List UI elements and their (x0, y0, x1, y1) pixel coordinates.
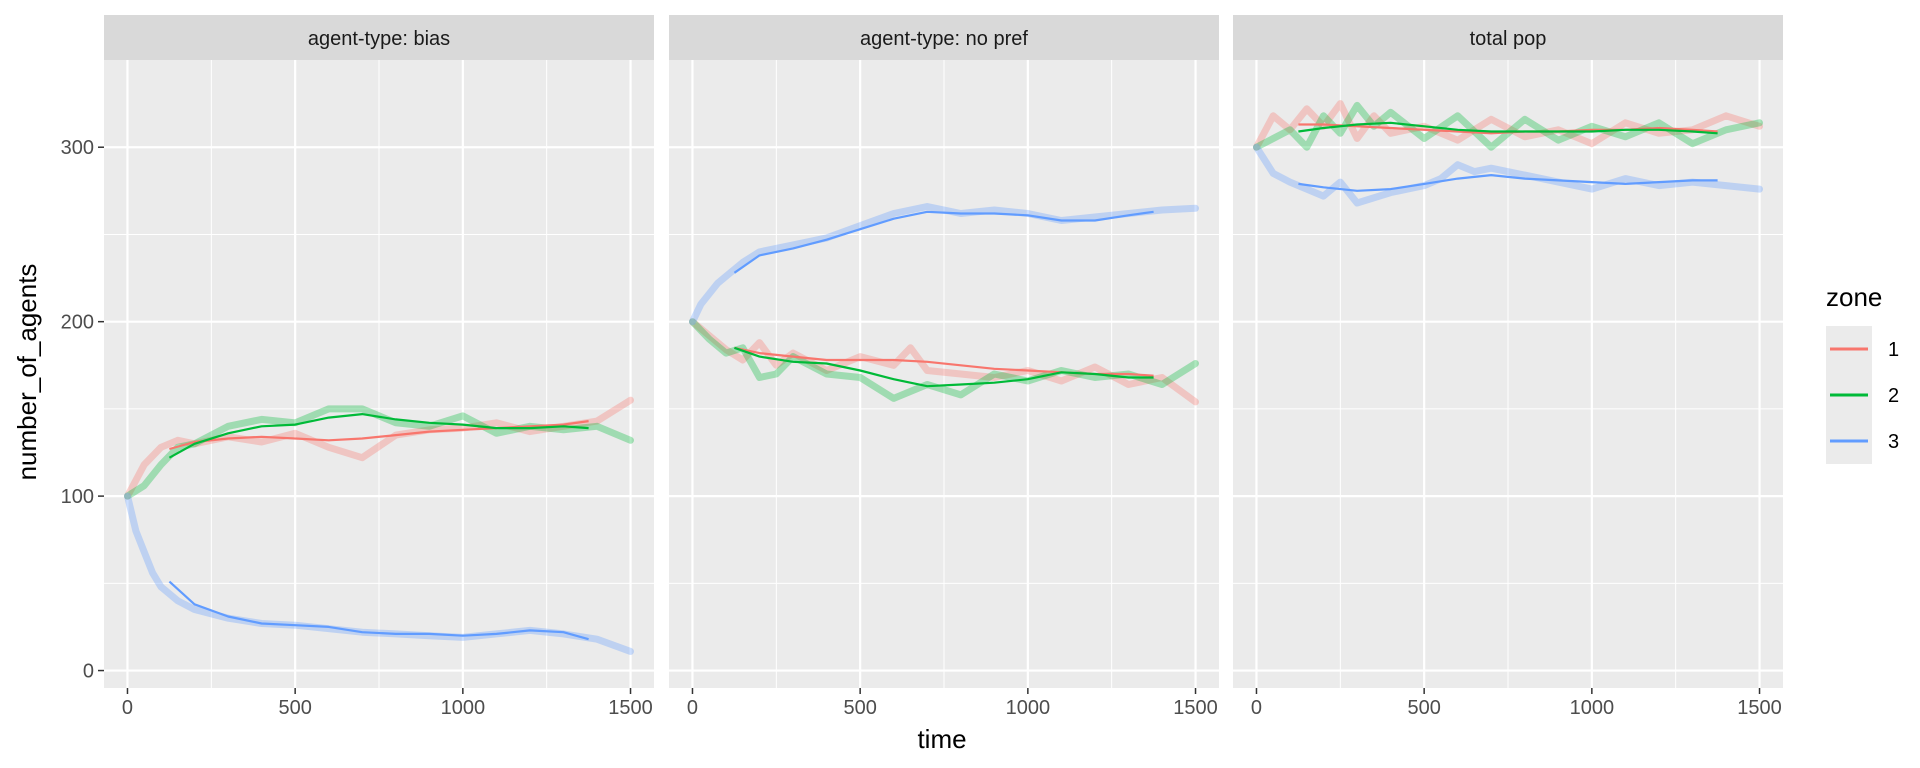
panel-3: total pop 0 500 1000 1500 (1233, 15, 1783, 719)
legend-entries: 1 2 3 (1830, 339, 1899, 453)
smooth-line-zone-2 (734, 346, 1154, 388)
x-axis-title: time (917, 724, 966, 754)
x-tick-label: 0 (1251, 697, 1262, 719)
x-tick-label: 500 (843, 697, 876, 719)
strip-background (104, 15, 654, 60)
smooth-line-zone-3 (168, 580, 589, 641)
smooth-line-zone-2 (1298, 121, 1718, 135)
smooth-line-zone-3 (1298, 174, 1718, 192)
smooth-line-zone-2 (168, 413, 589, 459)
x-tick-label: 1500 (1173, 697, 1218, 719)
x-tick-label: 1000 (1006, 697, 1051, 719)
x-tick-label: 1500 (1737, 697, 1782, 719)
y-tick-label: 0 (83, 661, 94, 683)
strip-label: total pop (1470, 28, 1547, 50)
raw-line-zone-2 (689, 318, 1199, 402)
x-tick-label: 500 (278, 697, 311, 719)
y-tick-label: 300 (61, 137, 94, 159)
smooth-line-zone-1 (169, 420, 589, 451)
raw-line-zone-3 (689, 203, 1199, 326)
x-tick-label: 1500 (608, 697, 653, 719)
x-tick-label: 1000 (441, 697, 486, 719)
strip-background (1233, 15, 1783, 60)
x-tick-label: 0 (687, 697, 698, 719)
legend-title: zone (1826, 282, 1882, 312)
y-tick-label: 100 (61, 486, 94, 508)
strip-background (669, 15, 1219, 60)
raw-line-zone-1 (124, 396, 634, 500)
y-axis-title-group: number_of_agents (12, 264, 42, 481)
x-tick-label: 500 (1407, 697, 1440, 719)
raw-line-zone-1 (1253, 100, 1763, 151)
y-tick-label: 200 (61, 312, 94, 334)
panel-1: agent-type: bias 0 500 1000 1500 0 100 200 300 (61, 15, 654, 719)
x-tick-label: 1000 (1570, 697, 1615, 719)
legend: zone 1 2 3 (1826, 282, 1899, 464)
smooth-line-zone-3 (733, 210, 1154, 274)
legend-label-zone-3: 3 (1888, 431, 1899, 453)
strip-label: agent-type: no pref (860, 28, 1028, 50)
legend-label-zone-2: 2 (1888, 385, 1899, 407)
y-axis-title: number_of_agents (12, 264, 42, 481)
raw-line-zone-1 (689, 318, 1199, 406)
panel-2: agent-type: no pref 0 500 1000 1500 (669, 15, 1219, 719)
strip-label: agent-type: bias (308, 28, 450, 50)
x-tick-label: 0 (122, 697, 133, 719)
legend-label-zone-1: 1 (1888, 339, 1899, 361)
